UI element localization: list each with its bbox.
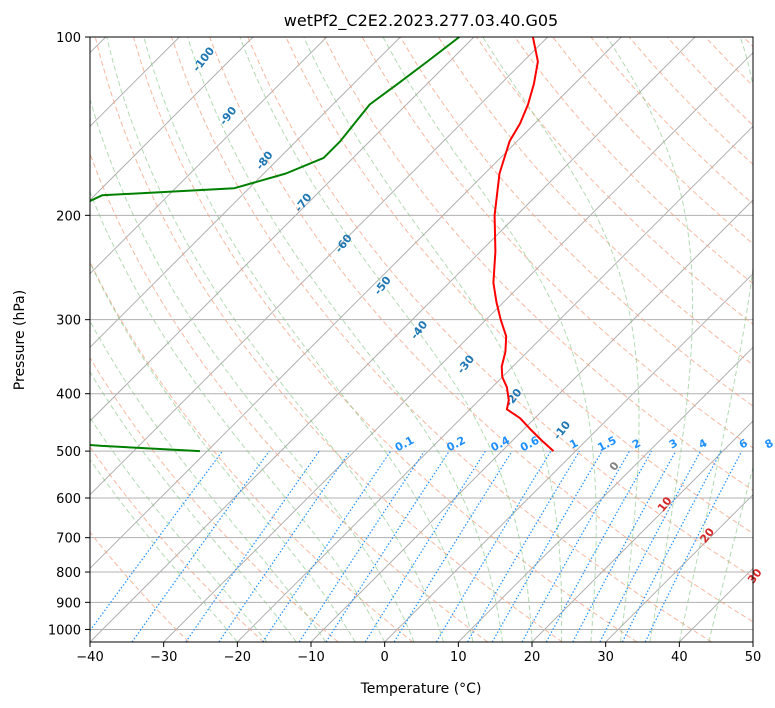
moist-adiabat [90,416,268,642]
mixing-ratio-line [521,450,631,642]
isotherm-line [90,37,328,275]
moist-adiabat [678,37,753,642]
mixing-ratio-line [90,450,223,632]
dry-adiabat [437,37,753,366]
y-tick-label: 200 [56,209,81,224]
dry-adiabat [285,37,753,535]
plot-frame [89,36,754,643]
y-tick-label: 100 [56,31,81,46]
y-axis-label: Pressure (hPa) [12,290,28,390]
dry-adiabat [132,37,638,642]
isotherm-line [90,37,401,349]
x-tick-label: −20 [224,650,251,665]
moist-adiabat [239,37,533,642]
dry-adiabat [361,37,753,449]
mixing-ratio-line [262,450,392,642]
dry-adiabat [90,152,488,642]
moist-adiabat [482,37,640,642]
x-tick-label: 20 [524,650,541,665]
mixing-ratio-line [644,450,743,642]
dewpoint-profile [90,37,460,453]
profiles [90,37,555,453]
x-tick-label: 10 [450,650,467,665]
x-tick-label: −10 [297,650,324,665]
chart-title: wetPf2_C2E2.2023.277.03.40.G05 [284,11,558,31]
mixing-ratio-line [545,450,653,642]
moist-adiabat [187,37,503,642]
x-axis: −40 −30 −20 −10 0 10 20 30 40 50 [76,642,761,665]
temperature-profile [492,37,555,452]
moist-adiabat [143,37,474,642]
isotherm-line [384,272,753,642]
moist-adiabat [606,37,694,642]
y-axis: 100 200 300 400 500 600 700 800 900 1000 [48,31,90,638]
x-tick-label: 50 [745,650,762,665]
y-tick-label: 400 [56,388,81,403]
x-tick-label: −40 [76,650,103,665]
mixing-ratio-line [435,450,552,642]
x-tick-label: 40 [671,650,688,665]
y-tick-label: 700 [56,532,81,547]
moist-adiabat [90,458,238,642]
y-tick-label: 300 [56,314,81,329]
dry-adiabat [94,37,563,642]
dry-adiabat [90,260,414,642]
moist-adiabat [90,190,386,642]
mixing-ratio-label: 8 [763,436,775,451]
isotherm-line [90,37,475,422]
y-tick-label: 600 [56,492,81,507]
isotherm-line [236,125,753,642]
x-tick-label: 0 [381,650,389,665]
dry-adiabat [90,356,339,642]
mixing-ratio-line [131,450,270,642]
x-tick-label: 30 [597,650,614,665]
mixing-ratio-line [325,450,450,642]
mixing-ratio-line [298,450,425,642]
moist-adiabat [90,261,356,642]
moist-adiabat [90,320,327,642]
dry-adiabat [399,37,753,407]
y-tick-label: 800 [56,566,81,581]
x-axis-label: Temperature (°C) [360,681,482,697]
mixing-ratio-line [621,450,722,642]
dry-adiabat [90,446,264,642]
dry-adiabat [323,37,753,491]
isotherm-line [752,641,753,642]
dry-adiabat [247,37,753,578]
y-tick-label: 500 [56,445,81,460]
mixing-ratio-line [393,450,513,642]
x-tick-label: −30 [150,650,177,665]
mixing-ratio-line [364,450,486,642]
background-lines [90,37,753,642]
isotherm-line [457,346,753,642]
y-tick-label: 900 [56,596,81,611]
dry-adiabat [90,531,190,642]
isotherm-line [90,37,549,496]
plot-area [90,37,753,642]
mixing-ratio-line [218,450,351,642]
moist-adiabat [303,37,563,642]
moist-adiabat [382,37,597,642]
dry-adiabat [171,37,712,642]
isotherm-line [605,493,753,642]
mixing-ratio-line [572,450,677,642]
mixing-ratio-line [599,450,702,642]
y-tick-label: 1000 [48,623,81,638]
moist-adiabat [106,37,445,642]
isotherm-line [90,37,696,642]
isotherm-line [90,37,254,201]
isotherm-line [163,51,753,642]
isotherm-line [90,37,622,570]
dry-adiabat [514,37,753,285]
mixing-ratio-line [185,450,320,642]
moist-adiabat [708,465,753,642]
isotherm-line [531,420,753,642]
dry-adiabat [209,37,753,623]
